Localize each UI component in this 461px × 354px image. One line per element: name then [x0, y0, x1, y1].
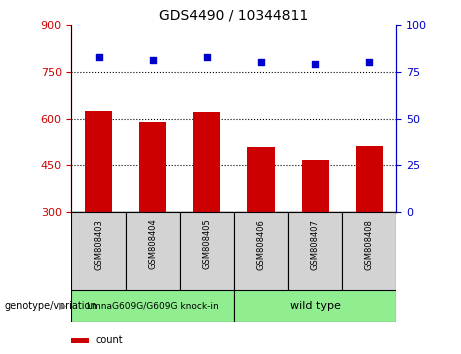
FancyBboxPatch shape: [234, 290, 396, 322]
FancyBboxPatch shape: [180, 212, 234, 290]
Bar: [193, 112, 220, 212]
Bar: [139, 122, 166, 212]
Text: GSM808405: GSM808405: [202, 219, 212, 269]
Bar: [71, 338, 89, 343]
Point: [95, 54, 102, 59]
Point: [257, 59, 265, 65]
Point: [149, 58, 156, 63]
Bar: [301, 160, 329, 212]
Text: wild type: wild type: [290, 301, 341, 311]
FancyBboxPatch shape: [125, 212, 180, 290]
FancyBboxPatch shape: [71, 290, 234, 322]
Text: GSM808407: GSM808407: [311, 219, 320, 269]
Text: count: count: [96, 335, 124, 346]
Point: [366, 59, 373, 65]
Text: GSM808406: GSM808406: [256, 219, 266, 269]
Bar: [356, 146, 383, 212]
Text: GSM808408: GSM808408: [365, 219, 374, 269]
Point: [312, 61, 319, 67]
Text: LmnaG609G/G609G knock-in: LmnaG609G/G609G knock-in: [87, 302, 219, 311]
Title: GDS4490 / 10344811: GDS4490 / 10344811: [160, 8, 308, 22]
Text: ▶: ▶: [59, 301, 66, 311]
Bar: [248, 147, 275, 212]
FancyBboxPatch shape: [342, 212, 396, 290]
FancyBboxPatch shape: [288, 212, 342, 290]
FancyBboxPatch shape: [234, 212, 288, 290]
Point: [203, 54, 211, 59]
Text: genotype/variation: genotype/variation: [5, 301, 97, 311]
Text: GSM808404: GSM808404: [148, 219, 157, 269]
Bar: [85, 111, 112, 212]
FancyBboxPatch shape: [71, 212, 125, 290]
Text: GSM808403: GSM808403: [94, 219, 103, 269]
